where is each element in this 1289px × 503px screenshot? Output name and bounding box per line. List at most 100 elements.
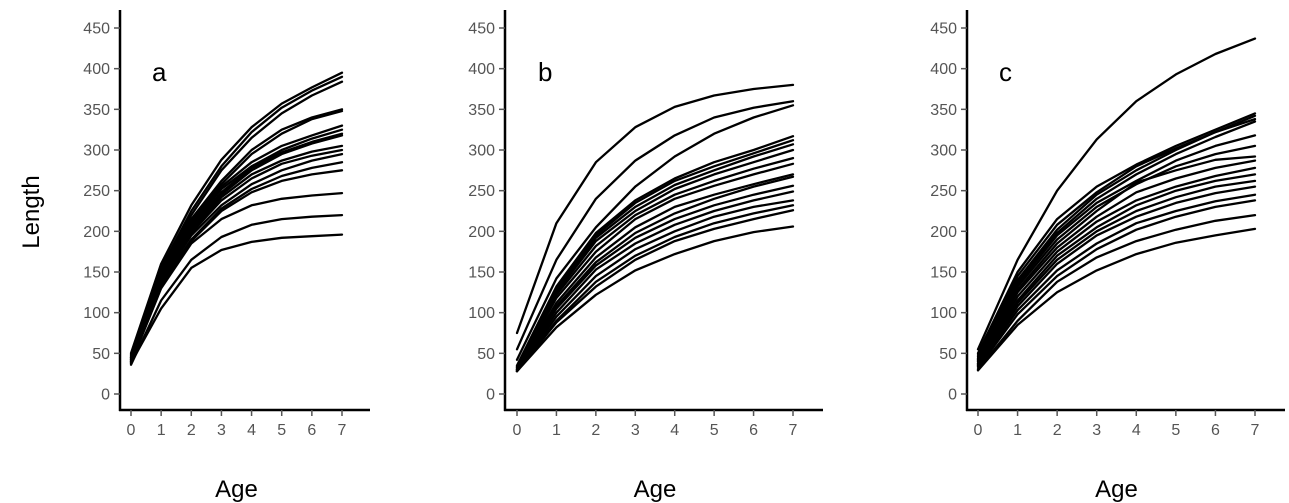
x-tick-label: 5	[710, 422, 719, 439]
series-line-14	[129, 169, 344, 364]
x-tick-label: 3	[217, 422, 226, 439]
series-line-7	[515, 148, 795, 369]
series-line-4	[129, 108, 344, 357]
y-tick-label: 250	[83, 183, 110, 200]
series-line-1	[129, 71, 344, 355]
x-tick-label: 2	[187, 422, 196, 439]
y-tick-label: 450	[83, 21, 110, 38]
y-tick-label: 150	[468, 265, 495, 282]
y-tick-label: 300	[83, 143, 110, 160]
series-line-12	[976, 179, 1257, 366]
y-tick-label: 200	[83, 224, 110, 241]
x-tick-label: 0	[127, 422, 136, 439]
y-tick-label: 150	[930, 265, 957, 282]
x-tick-label: 3	[1092, 422, 1101, 439]
y-tick-label: 250	[468, 183, 495, 200]
series-line-11	[515, 175, 795, 371]
y-tick-label: 450	[468, 21, 495, 38]
series-line-13	[515, 190, 795, 372]
y-tick-label: 250	[930, 183, 957, 200]
y-axis-title: Length	[18, 175, 45, 248]
panel-c: 0 50 100 150 200 250 300 350 400 450 0 1 2 3 4 5 6 7 Age c	[930, 10, 1285, 503]
x-tick-label: 3	[631, 422, 640, 439]
series-line-15	[976, 199, 1257, 370]
x-axis-title: Age	[634, 476, 677, 503]
y-tick-label: 100	[83, 305, 110, 322]
series-line-2	[976, 112, 1257, 355]
series-line-9	[515, 162, 795, 370]
series-line-16	[515, 209, 795, 373]
series-line-14	[976, 193, 1257, 368]
x-tick-label: 0	[974, 422, 983, 439]
y-tick-label: 50	[92, 346, 110, 363]
x-tick-label: 4	[670, 422, 679, 439]
x-axis-title: Age	[1095, 476, 1138, 503]
series-line-6	[515, 143, 795, 369]
x-tick-label: 7	[1251, 422, 1260, 439]
series-line-4	[976, 117, 1257, 358]
series-line-15	[515, 204, 795, 373]
series-line-9	[129, 134, 344, 361]
series-line-17	[976, 227, 1257, 372]
y-tick-label: 0	[101, 387, 110, 404]
series-line-1	[976, 37, 1257, 351]
y-tick-label: 200	[930, 224, 957, 241]
x-tick-label: 2	[1053, 422, 1062, 439]
x-tick-label: 5	[277, 422, 286, 439]
x-tick-label: 5	[1171, 422, 1180, 439]
x-tick-label: 6	[749, 422, 758, 439]
series-line-2	[129, 75, 344, 357]
y-tick-label: 300	[930, 143, 957, 160]
panel-label: c	[999, 57, 1012, 87]
panel-a: 0 50 100 150 200 250 300 350 400 450 0 1 2 3 4 5 6 7 Age a	[83, 10, 370, 503]
x-tick-label: 4	[247, 422, 256, 439]
y-tick-label: 350	[468, 102, 495, 119]
series-line-17	[129, 233, 344, 365]
series-line-17	[515, 225, 795, 373]
y-tick-label: 400	[468, 61, 495, 78]
x-tick-label: 6	[307, 422, 316, 439]
panel-b: 0 50 100 150 200 250 300 350 400 450 0 1 2 3 4 5 6 7 Age b	[468, 10, 823, 503]
series-line-12	[515, 184, 795, 371]
y-tick-label: 400	[83, 61, 110, 78]
y-tick-label: 0	[948, 387, 957, 404]
series-line-7	[129, 128, 344, 360]
series-line-10	[976, 166, 1257, 365]
series-line-9	[976, 159, 1257, 363]
x-tick-label: 7	[338, 422, 347, 439]
panel-label: a	[152, 57, 167, 87]
series-line-8	[515, 156, 795, 370]
y-tick-label: 200	[468, 224, 495, 241]
series-line-8	[976, 155, 1257, 362]
series-line-10	[515, 173, 795, 371]
y-tick-label: 0	[486, 387, 495, 404]
y-tick-label: 450	[930, 21, 957, 38]
series-line-11	[976, 173, 1257, 366]
x-tick-label: 2	[591, 422, 600, 439]
x-tick-label: 4	[1132, 422, 1141, 439]
x-axis-title: Age	[215, 476, 258, 503]
x-tick-label: 1	[1013, 422, 1022, 439]
y-tick-label: 50	[939, 346, 957, 363]
series-line-3	[515, 104, 795, 361]
series-line-1	[515, 83, 795, 335]
x-tick-label: 1	[552, 422, 561, 439]
y-tick-label: 100	[468, 305, 495, 322]
x-tick-label: 0	[513, 422, 522, 439]
series-line-16	[976, 213, 1257, 371]
y-tick-label: 350	[83, 102, 110, 119]
panel-label: b	[538, 57, 552, 87]
x-tick-label: 7	[789, 422, 798, 439]
x-tick-label: 1	[157, 422, 166, 439]
x-tick-label: 6	[1211, 422, 1220, 439]
y-tick-label: 100	[930, 305, 957, 322]
y-tick-label: 300	[468, 143, 495, 160]
y-tick-label: 350	[930, 102, 957, 119]
series-line-2	[515, 100, 795, 351]
y-tick-label: 150	[83, 265, 110, 282]
series-line-5	[976, 120, 1257, 360]
series-line-3	[129, 80, 344, 359]
series-line-15	[129, 191, 344, 365]
series-line-14	[515, 199, 795, 373]
